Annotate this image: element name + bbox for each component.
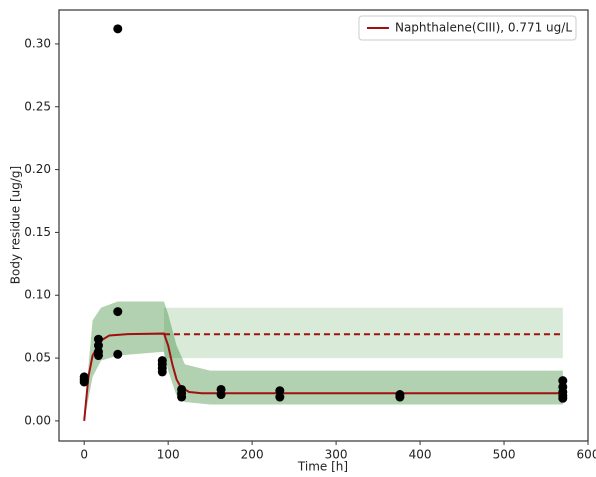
data-point xyxy=(113,307,123,317)
x-tick-label: 300 xyxy=(325,448,348,462)
data-point xyxy=(177,392,187,402)
model-line xyxy=(83,332,563,421)
plot-frame xyxy=(58,9,589,442)
ensemble-band xyxy=(163,307,563,359)
x-tick-label: 200 xyxy=(241,448,264,462)
data-point xyxy=(113,349,123,359)
legend-box xyxy=(358,15,577,41)
data-point xyxy=(558,393,568,403)
data-point xyxy=(93,334,103,344)
x-tick-label: 0 xyxy=(80,448,88,462)
legend-label: Naphthalene(CIII), 0.771 ug/L xyxy=(395,21,572,35)
x-tick-label: 500 xyxy=(493,448,516,462)
y-tick-label: 0.30 xyxy=(24,36,51,50)
y-tick-label: 0.15 xyxy=(24,225,51,239)
y-tick-label: 0.05 xyxy=(24,351,51,365)
data-point xyxy=(157,367,167,377)
data-point xyxy=(275,386,285,396)
x-tick-label: 600 xyxy=(577,448,596,462)
data-point xyxy=(93,351,103,361)
x-tick-label: 400 xyxy=(409,448,432,462)
data-point xyxy=(79,377,89,387)
y-tick-label: 0.00 xyxy=(24,413,51,427)
legend: Naphthalene(CIII), 0.771 ug/L xyxy=(358,15,577,41)
data-point xyxy=(113,24,123,34)
ensemble-band xyxy=(84,301,563,421)
x-axis-label: Time [h] xyxy=(297,460,348,474)
data-point xyxy=(216,390,226,400)
x-tick-label: 100 xyxy=(157,448,180,462)
y-tick-label: 0.25 xyxy=(24,99,51,113)
data-point xyxy=(395,392,405,402)
data-point xyxy=(275,392,285,402)
y-tick-label: 0.10 xyxy=(24,288,51,302)
data-point xyxy=(93,341,103,351)
y-axis-label: Body residue [ug/g] xyxy=(9,166,23,284)
data-point xyxy=(558,376,568,386)
y-tick-label: 0.20 xyxy=(24,162,51,176)
